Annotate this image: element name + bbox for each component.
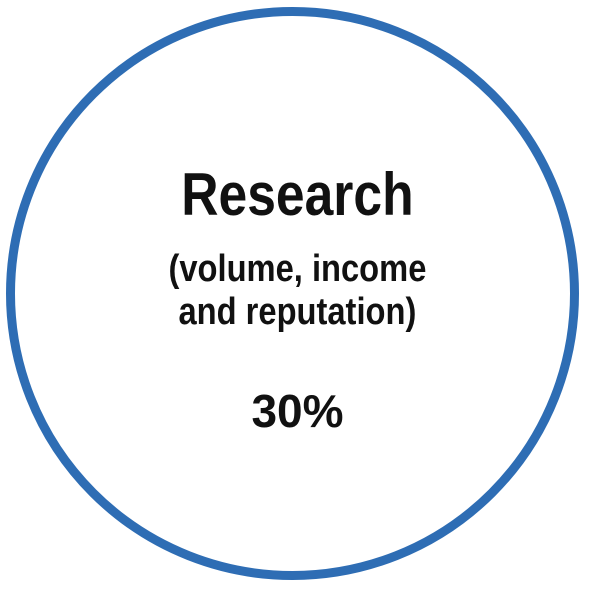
category-description: (volume, income and reputation) (42, 248, 554, 334)
category-title: Research (181, 161, 414, 228)
weight-percentage: 30% (251, 385, 344, 437)
description-line-1: (volume, income (168, 248, 427, 290)
ring-circle (6, 7, 579, 580)
description-line-2: and reputation) (178, 291, 417, 333)
